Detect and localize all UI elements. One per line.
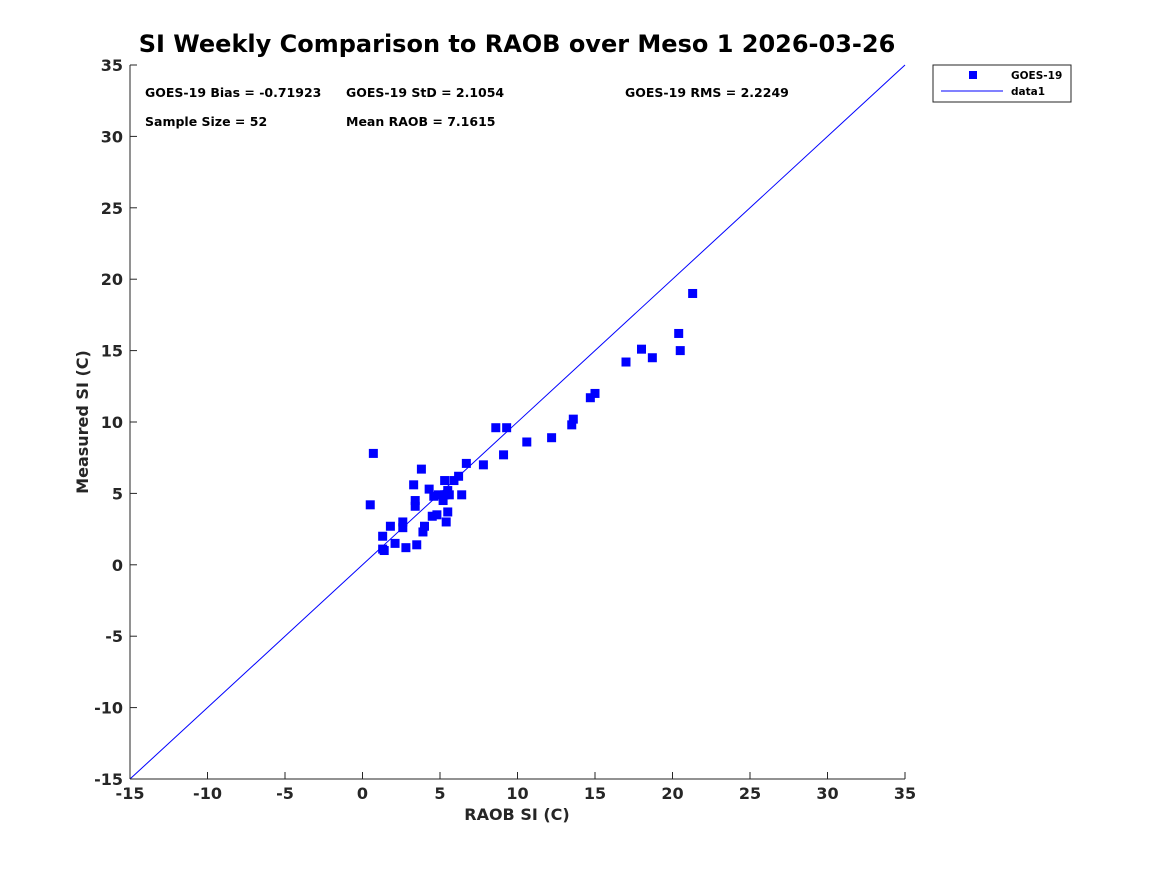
data-point bbox=[502, 423, 512, 433]
data-point bbox=[547, 433, 557, 443]
x-tick-label: -5 bbox=[276, 784, 294, 803]
chart-title: SI Weekly Comparison to RAOB over Meso 1… bbox=[139, 30, 896, 58]
x-tick-label: 35 bbox=[894, 784, 916, 803]
x-tick-label: -15 bbox=[116, 784, 145, 803]
data-point bbox=[379, 546, 389, 556]
x-tick-label: 5 bbox=[434, 784, 445, 803]
data-point bbox=[491, 423, 501, 433]
data-point bbox=[567, 420, 577, 430]
x-tick-label: 0 bbox=[357, 784, 368, 803]
stats-annotations: GOES-19 Bias = -0.71923 GOES-19 StD = 2.… bbox=[145, 85, 789, 129]
data-point bbox=[432, 510, 442, 520]
legend-label-data1: data1 bbox=[1011, 86, 1045, 98]
data-point bbox=[410, 501, 420, 511]
data-point bbox=[637, 344, 646, 354]
data-point bbox=[454, 471, 464, 481]
data-point bbox=[499, 450, 509, 460]
mean-raob-stat: Mean RAOB = 7.1615 bbox=[346, 114, 495, 129]
x-tick-label: 10 bbox=[506, 784, 528, 803]
plot-area: -15 -10 -5 0 5 10 15 20 25 30 35 -15 -10 -5 0 5 10 15 20 2… bbox=[94, 56, 916, 803]
scatter-marker-layer bbox=[365, 288, 698, 556]
data-point bbox=[590, 388, 600, 398]
y-tick-label: -5 bbox=[105, 627, 123, 646]
data-point bbox=[478, 460, 488, 470]
x-tick-label: 15 bbox=[584, 784, 606, 803]
data-point bbox=[440, 476, 450, 486]
data-point bbox=[390, 538, 400, 548]
x-tick-label: 30 bbox=[816, 784, 838, 803]
y-tick-layer: -15 -10 -5 0 5 10 15 20 25 30 35 bbox=[94, 56, 137, 789]
y-tick-label: -10 bbox=[94, 699, 123, 718]
data-point bbox=[418, 527, 428, 537]
data-point bbox=[410, 496, 420, 506]
rms-stat: GOES-19 RMS = 2.2249 bbox=[625, 85, 789, 100]
data-point bbox=[378, 531, 388, 541]
identity-line-layer bbox=[129, 64, 906, 780]
data-point bbox=[416, 464, 426, 474]
y-tick-label: 5 bbox=[112, 484, 123, 503]
data-point bbox=[398, 523, 408, 533]
data-point bbox=[441, 517, 451, 527]
y-tick-label: 25 bbox=[101, 199, 123, 218]
y-tick-label: 15 bbox=[101, 342, 123, 361]
data-point bbox=[368, 448, 378, 458]
std-stat: GOES-19 StD = 2.1054 bbox=[346, 85, 504, 100]
y-tick-label: 20 bbox=[101, 270, 123, 289]
data-point bbox=[427, 511, 437, 521]
data-point bbox=[585, 393, 595, 403]
data-point bbox=[568, 414, 578, 424]
data-point bbox=[401, 543, 411, 553]
bias-stat: GOES-19 Bias = -0.71923 bbox=[145, 85, 321, 100]
data-point bbox=[412, 540, 422, 550]
data-point bbox=[385, 521, 395, 531]
x-tick-layer: -15 -10 -5 0 5 10 15 20 25 30 35 bbox=[116, 772, 916, 803]
y-axis-label: Measured SI (C) bbox=[73, 350, 92, 494]
x-axis-label: RAOB SI (C) bbox=[464, 805, 569, 824]
data-point bbox=[688, 288, 698, 298]
y-tick-label: -15 bbox=[94, 770, 123, 789]
x-tick-label: 20 bbox=[661, 784, 683, 803]
data-point bbox=[449, 476, 459, 486]
data-point bbox=[675, 346, 685, 356]
data-point bbox=[398, 517, 408, 527]
data-point bbox=[365, 500, 375, 510]
legend-label-goes19: GOES-19 bbox=[1011, 70, 1062, 82]
data-point bbox=[429, 491, 439, 501]
series-line-data1 bbox=[129, 64, 906, 780]
y-tick-label: 30 bbox=[101, 127, 123, 146]
x-tick-label: 25 bbox=[739, 784, 761, 803]
data-point bbox=[647, 353, 657, 363]
data-point bbox=[420, 521, 429, 531]
data-point bbox=[621, 357, 631, 367]
data-point bbox=[424, 484, 434, 494]
data-point bbox=[444, 490, 454, 500]
legend: GOES-19 data1 bbox=[932, 64, 1072, 103]
legend-box bbox=[932, 64, 1072, 103]
data-point bbox=[433, 490, 443, 500]
data-point bbox=[443, 507, 453, 517]
legend-marker-goes19 bbox=[969, 71, 977, 79]
data-point bbox=[438, 496, 448, 506]
x-tick-label: -10 bbox=[193, 784, 222, 803]
data-point bbox=[461, 458, 471, 468]
y-tick-label: 10 bbox=[101, 413, 123, 432]
sample-size-stat: Sample Size = 52 bbox=[145, 114, 267, 129]
data-point bbox=[674, 328, 684, 338]
data-point bbox=[457, 490, 467, 500]
data-point bbox=[409, 480, 419, 490]
y-tick-label: 35 bbox=[101, 56, 123, 75]
data-point bbox=[522, 437, 532, 447]
y-tick-label: 0 bbox=[112, 556, 123, 575]
